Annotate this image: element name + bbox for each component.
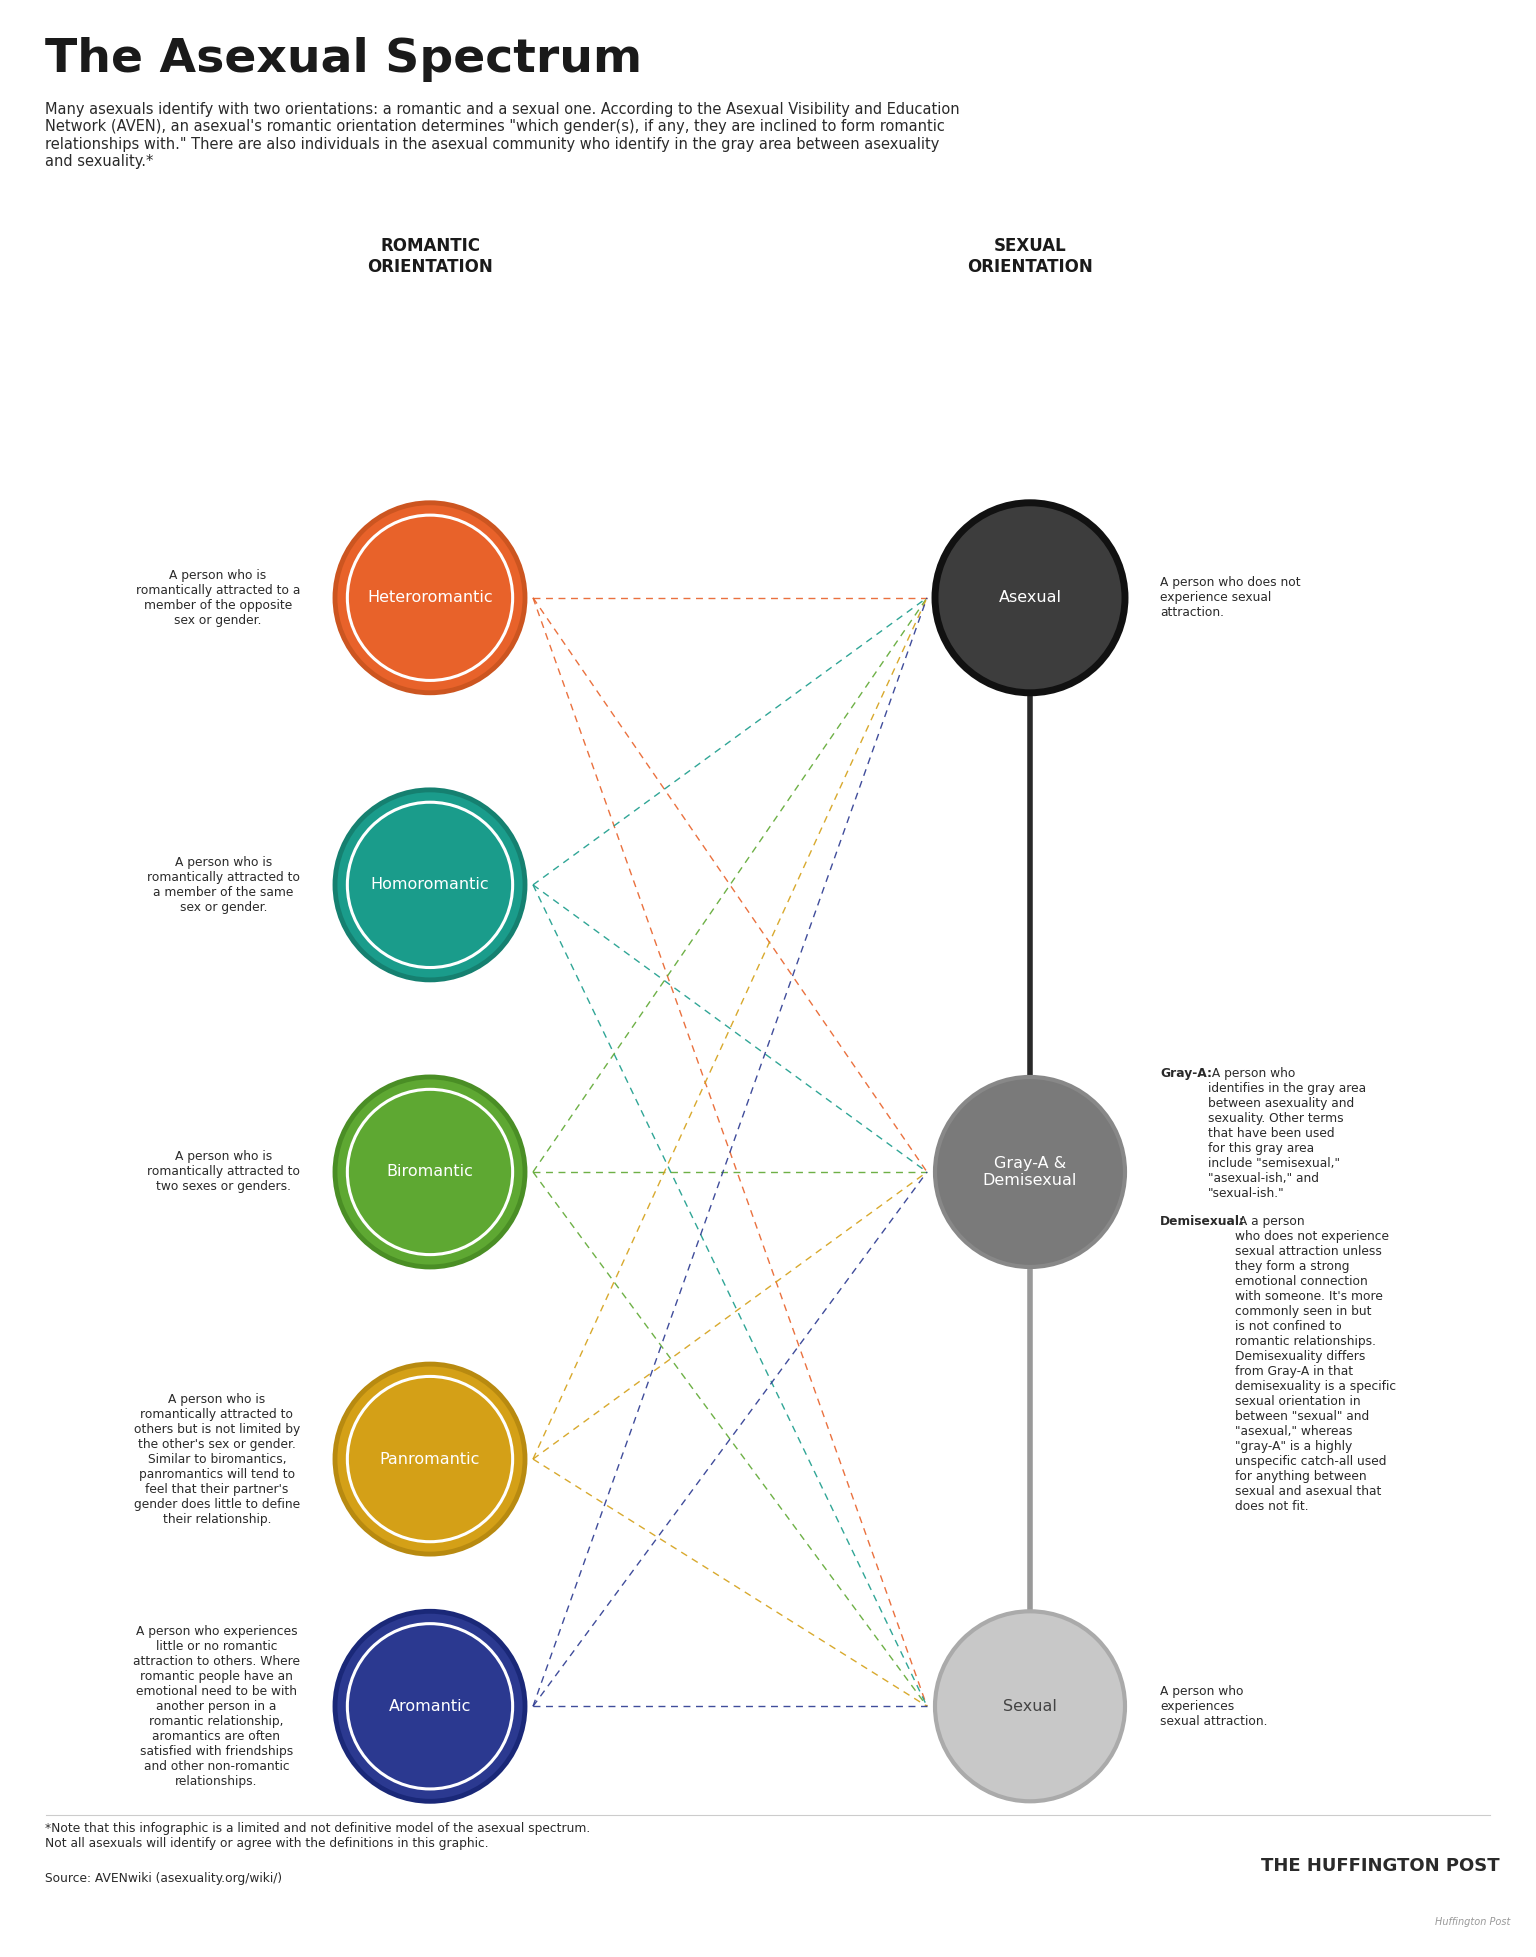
- Ellipse shape: [335, 1611, 525, 1800]
- Text: Biromantic: Biromantic: [387, 1164, 473, 1180]
- Text: Demisexual:: Demisexual:: [1160, 1215, 1246, 1229]
- Text: Panromantic: Panromantic: [379, 1452, 481, 1466]
- Text: A person who is
romantically attracted to a
member of the opposite
sex or gender: A person who is romantically attracted t…: [135, 569, 300, 626]
- Text: Gray-A:: Gray-A:: [1160, 1067, 1212, 1080]
- Text: The Asexual Spectrum: The Asexual Spectrum: [45, 37, 642, 82]
- Ellipse shape: [935, 1076, 1124, 1266]
- Ellipse shape: [935, 1611, 1124, 1800]
- Ellipse shape: [335, 1364, 525, 1554]
- Text: Aromantic: Aromantic: [389, 1699, 472, 1714]
- Text: A a person
who does not experience
sexual attraction unless
they form a strong
e: A a person who does not experience sexua…: [1235, 1215, 1396, 1513]
- Text: Asexual: Asexual: [998, 591, 1061, 605]
- Ellipse shape: [335, 1076, 525, 1266]
- Text: A person who is
romantically attracted to
a member of the same
sex or gender.: A person who is romantically attracted t…: [147, 855, 300, 914]
- Text: ROMANTIC
ORIENTATION: ROMANTIC ORIENTATION: [367, 237, 493, 276]
- Text: A person who is
romantically attracted to
two sexes or genders.: A person who is romantically attracted t…: [147, 1151, 300, 1194]
- Text: SEXUAL
ORIENTATION: SEXUAL ORIENTATION: [968, 237, 1094, 276]
- Text: Heteroromantic: Heteroromantic: [367, 591, 493, 605]
- Text: Homoromantic: Homoromantic: [370, 877, 490, 892]
- Text: A person who
identifies in the gray area
between asexuality and
sexuality. Other: A person who identifies in the gray area…: [1207, 1067, 1366, 1200]
- Text: Many asexuals identify with two orientations: a romantic and a sexual one. Accor: Many asexuals identify with two orientat…: [45, 102, 960, 168]
- Text: Source: AVENwiki (asexuality.org/wiki/): Source: AVENwiki (asexuality.org/wiki/): [45, 1873, 283, 1885]
- Text: THE HUFFINGTON POST: THE HUFFINGTON POST: [1261, 1857, 1501, 1875]
- Ellipse shape: [335, 791, 525, 980]
- Text: A person who does not
experience sexual
attraction.: A person who does not experience sexual …: [1160, 575, 1301, 618]
- Ellipse shape: [335, 503, 525, 693]
- Text: *Note that this infographic is a limited and not definitive model of the asexual: *Note that this infographic is a limited…: [45, 1822, 590, 1849]
- Text: Huffington Post: Huffington Post: [1435, 1918, 1510, 1928]
- Text: A person who is
romantically attracted to
others but is not limited by
the other: A person who is romantically attracted t…: [134, 1393, 300, 1526]
- Text: A person who
experiences
sexual attraction.: A person who experiences sexual attracti…: [1160, 1685, 1267, 1728]
- Text: Sexual: Sexual: [1003, 1699, 1057, 1714]
- Text: A person who experiences
little or no romantic
attraction to others. Where
roman: A person who experiences little or no ro…: [134, 1624, 300, 1789]
- Ellipse shape: [935, 503, 1124, 693]
- Text: Gray-A &
Demisexual: Gray-A & Demisexual: [983, 1157, 1077, 1188]
